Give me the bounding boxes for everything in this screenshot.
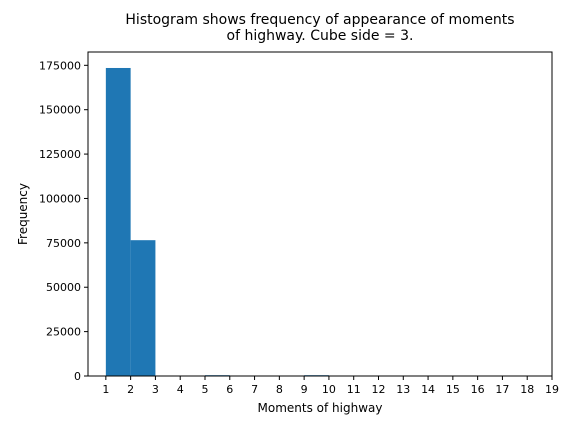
y-tick-label: 75000 <box>46 237 81 250</box>
x-tick-label: 17 <box>495 383 509 396</box>
x-tick-label: 16 <box>471 383 485 396</box>
x-axis-label: Moments of highway <box>258 401 383 415</box>
x-tick-label: 5 <box>201 383 208 396</box>
x-tick-label: 3 <box>152 383 159 396</box>
y-tick-label: 25000 <box>46 326 81 339</box>
y-tick-label: 150000 <box>39 104 81 117</box>
y-axis-label: Frequency <box>16 183 30 245</box>
y-axis-ticks: 0 25000 50000 75000 100000 125000 150000 175000 <box>39 59 88 383</box>
chart-title-line-2: of highway. Cube side = 3. <box>227 28 414 44</box>
plot-frame <box>87 51 553 377</box>
x-tick-label: 2 <box>127 383 134 396</box>
y-tick-label: 50000 <box>46 281 81 294</box>
histogram-bar-1 <box>105 67 131 376</box>
x-tick-label: 15 <box>446 383 460 396</box>
x-tick-label: 19 <box>545 383 559 396</box>
x-tick-label: 1 <box>102 383 109 396</box>
x-tick-label: 6 <box>226 383 233 396</box>
histogram-bar-2 <box>130 240 156 376</box>
y-tick-label: 175000 <box>39 59 81 72</box>
y-tick-label: 0 <box>74 370 81 383</box>
y-tick-label: 100000 <box>39 192 81 205</box>
x-tick-label: 7 <box>251 383 258 396</box>
x-tick-label: 18 <box>520 383 534 396</box>
y-tick-label: 125000 <box>39 148 81 161</box>
chart-title-line-1: Histogram shows frequency of appearance … <box>125 12 514 28</box>
x-tick-label: 13 <box>396 383 410 396</box>
x-tick-label: 9 <box>301 383 308 396</box>
x-axis-ticks: 1 2 3 4 5 6 7 8 9 10 11 12 13 14 15 16 17 18 19 <box>102 376 559 396</box>
x-tick-label: 14 <box>421 383 435 396</box>
x-tick-label: 10 <box>322 383 336 396</box>
x-tick-label: 12 <box>371 383 385 396</box>
x-tick-label: 11 <box>347 383 361 396</box>
x-tick-label: 8 <box>276 383 283 396</box>
histogram-bars <box>105 67 329 376</box>
x-tick-label: 4 <box>177 383 184 396</box>
